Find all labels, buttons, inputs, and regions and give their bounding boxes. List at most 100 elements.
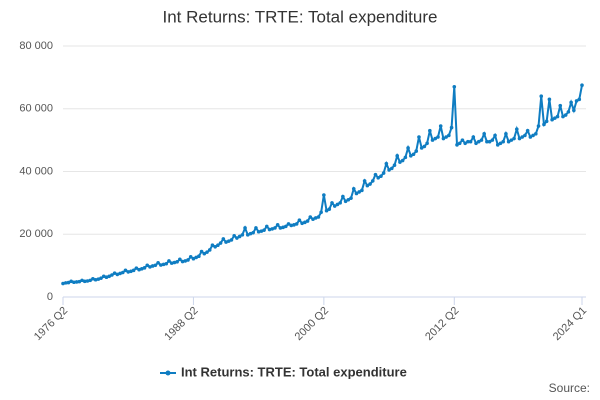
chart-title: Int Returns: TRTE: Total expenditure: [163, 7, 438, 26]
data-point: [61, 281, 65, 286]
y-tick-label: 0: [47, 291, 53, 303]
data-point: [131, 268, 136, 273]
data-point: [414, 149, 419, 153]
data-point: [197, 254, 201, 259]
data-point: [188, 255, 193, 259]
data-point: [387, 168, 391, 172]
data-point: [240, 233, 245, 237]
data-point: [175, 260, 179, 264]
data-point: [341, 194, 345, 199]
data-point: [254, 226, 258, 230]
data-point: [455, 143, 459, 147]
data-point: [563, 113, 568, 117]
data-point: [398, 160, 402, 164]
data-point: [199, 249, 204, 254]
data-point: [178, 257, 182, 262]
data-point: [243, 226, 247, 230]
data-point: [368, 182, 372, 186]
data-point: [539, 94, 544, 98]
data-point: [482, 132, 486, 136]
data-point: [542, 122, 546, 127]
data-point: [82, 279, 87, 284]
data-point: [457, 141, 462, 146]
data-point: [267, 227, 272, 232]
data-point: [169, 261, 174, 265]
data-point: [381, 171, 386, 175]
data-point: [362, 179, 367, 183]
data-point: [72, 280, 76, 285]
data-point: [544, 119, 549, 124]
data-point: [514, 127, 519, 131]
data-point: [107, 274, 111, 279]
data-point: [186, 258, 190, 262]
data-point: [273, 226, 277, 230]
data-point: [311, 217, 315, 221]
data-point: [145, 263, 150, 268]
data-point: [501, 139, 505, 144]
data-point: [520, 135, 525, 139]
x-tick-label: 2024 Q1: [551, 305, 589, 343]
data-point: [504, 132, 508, 136]
data-point: [207, 248, 212, 252]
data-point: [485, 139, 489, 144]
data-point: [159, 263, 163, 267]
data-point: [232, 234, 236, 238]
x-tick-label: 2000 Q2: [293, 305, 331, 343]
data-point: [335, 202, 340, 207]
data-point: [534, 132, 538, 136]
data-point: [194, 255, 198, 260]
data-point: [85, 279, 90, 283]
data-point: [137, 267, 141, 272]
data-point: [403, 155, 408, 160]
data-point: [561, 114, 565, 119]
data-point: [270, 227, 275, 231]
data-point: [69, 279, 73, 284]
data-point: [221, 237, 226, 241]
data-point: [191, 256, 196, 261]
data-point: [550, 117, 554, 122]
data-point: [463, 141, 467, 146]
data-point: [395, 154, 400, 158]
data-point: [305, 219, 310, 223]
data-point: [447, 133, 451, 138]
data-point: [66, 280, 71, 285]
data-point: [278, 226, 283, 230]
data-point: [63, 281, 68, 285]
data-point: [224, 240, 228, 244]
data-point: [80, 278, 84, 283]
data-point: [357, 190, 361, 194]
data-point: [183, 259, 188, 263]
data-point: [96, 277, 101, 281]
x-tick-label: 2012 Q2: [423, 305, 461, 343]
data-point: [248, 231, 253, 236]
data-point: [308, 215, 313, 219]
data-point: [77, 279, 82, 284]
data-point: [392, 163, 397, 168]
data-point: [115, 272, 120, 277]
data-point: [580, 83, 584, 88]
data-point: [509, 138, 514, 142]
data-point: [523, 133, 527, 138]
data-point: [422, 144, 427, 149]
data-point: [417, 135, 421, 139]
data-point: [281, 225, 285, 230]
data-point: [213, 245, 217, 249]
data-point: [373, 172, 378, 177]
data-point: [316, 215, 321, 219]
data-point: [468, 139, 473, 144]
data-point: [490, 138, 495, 142]
data-point: [349, 196, 353, 200]
source: Source:: [549, 381, 590, 395]
data-point: [300, 221, 304, 226]
data-point: [104, 275, 109, 280]
data-point: [110, 273, 114, 277]
legend-marker: [165, 370, 171, 376]
data-point: [460, 138, 465, 142]
data-point: [428, 128, 432, 133]
data-point: [120, 270, 125, 275]
data-point: [506, 139, 511, 144]
data-point: [343, 199, 348, 204]
data-point: [441, 136, 446, 141]
data-point: [148, 265, 152, 269]
